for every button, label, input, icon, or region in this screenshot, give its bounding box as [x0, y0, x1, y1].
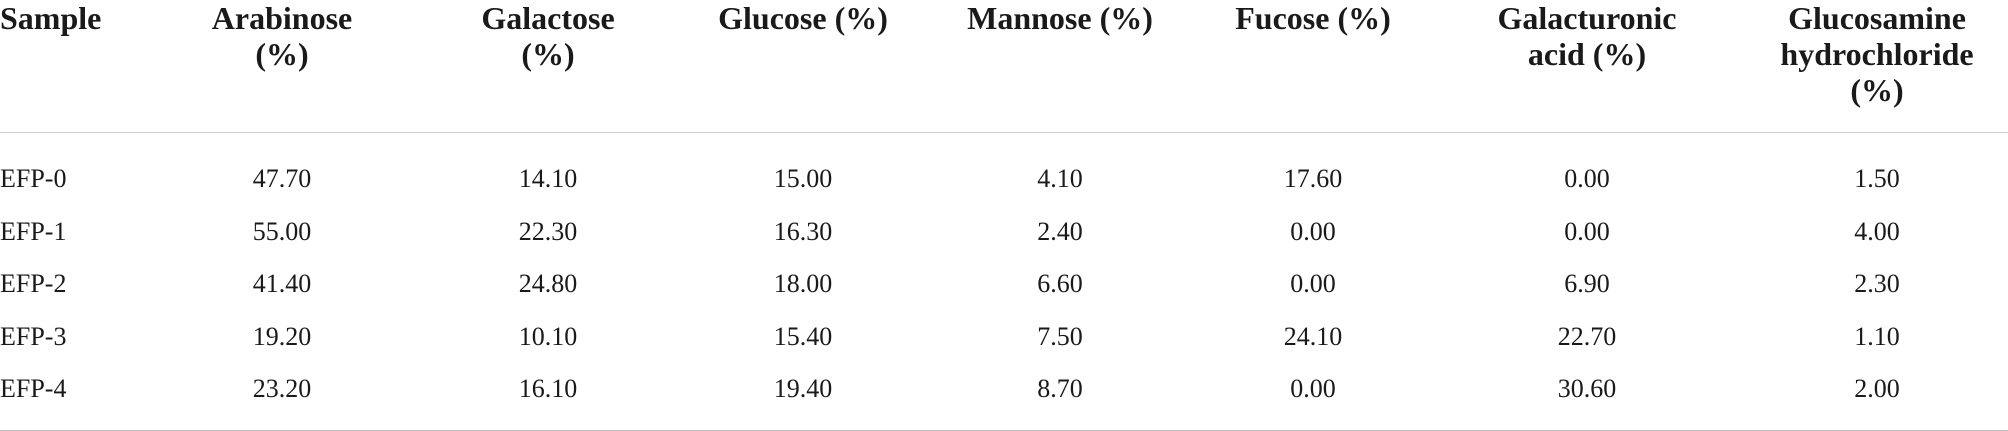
table-cell: 0.00: [1564, 216, 1610, 246]
table-cell: 22.70: [1557, 321, 1617, 351]
table-cell: 7.50: [1037, 321, 1083, 351]
table-cell: EFP-0: [0, 164, 67, 194]
header-cell: Mannose (%): [922, 0, 1198, 133]
table-cell: 1.50: [1854, 164, 1900, 194]
table-cell: 19.40: [684, 363, 922, 431]
header-cell: Fucose (%): [1198, 0, 1428, 133]
header-cell: Sample: [0, 0, 152, 133]
table-cell: 22.30: [518, 216, 578, 246]
table-cell: EFP-1: [0, 216, 67, 246]
table-cell: 24.10: [1283, 321, 1343, 351]
table-cell: 0.00: [1290, 216, 1336, 246]
table-cell: 0.00: [1290, 269, 1336, 299]
table-cell: 24.80: [518, 269, 578, 299]
table-cell: 0.00: [1564, 164, 1610, 194]
header-cell: Glucosamine hydrochloride (%): [1746, 0, 2008, 133]
table-cell: 4.00: [1854, 216, 1900, 246]
table-header: Sample Arabinose (%) Galactose (%) Glucose …: [0, 0, 2008, 133]
table-cell: EFP-3: [0, 321, 67, 351]
table-row: EFP-4 23.20 16.10 19.40 8.70 0.00 30.60 2.00: [0, 363, 2008, 431]
table-row: EFP-1 55.00 22.30 16.30 2.40 0.00 0.00 4.00: [0, 206, 2008, 259]
header-cell: Glucose (%): [684, 0, 922, 133]
table-cell: 47.70: [252, 164, 312, 194]
table-row: EFP-0 47.70 14.10 15.00 4.10 17.60 0.00 1.50: [0, 133, 2008, 206]
table-cell: 2.00: [1746, 363, 2008, 431]
table-cell: 55.00: [252, 216, 312, 246]
table-cell: 41.40: [252, 269, 312, 299]
table-cell: 17.60: [1283, 164, 1343, 194]
table-cell: 18.00: [773, 269, 833, 299]
header-text: Arabinose (%): [211, 0, 353, 72]
table-cell: 10.10: [518, 321, 578, 351]
table-cell: 2.40: [1037, 216, 1083, 246]
table-cell: 6.60: [1037, 269, 1083, 299]
table-cell: 23.20: [152, 363, 412, 431]
table-cell: 30.60: [1428, 363, 1746, 431]
header-text: Glucose (%): [718, 0, 888, 36]
table-cell: 14.10: [518, 164, 578, 194]
header-text: Fucose (%): [1235, 0, 1391, 36]
table-cell: 0.00: [1198, 363, 1428, 431]
header-row: Sample Arabinose (%) Galactose (%) Glucose …: [0, 0, 2008, 133]
table-cell: 4.10: [1037, 164, 1083, 194]
table-cell: 2.30: [1854, 269, 1900, 299]
header-cell: Arabinose (%): [152, 0, 412, 133]
table-cell: 1.10: [1854, 321, 1900, 351]
table-row: EFP-3 19.20 10.10 15.40 7.50 24.10 22.70 1.10: [0, 311, 2008, 364]
header-cell: Galacturonic acid (%): [1428, 0, 1746, 133]
table-cell: 16.30: [773, 216, 833, 246]
table-cell: EFP-2: [0, 269, 67, 299]
header-cell: Galactose (%): [412, 0, 684, 133]
table-cell: 15.00: [773, 164, 833, 194]
table-cell: 6.90: [1564, 269, 1610, 299]
table-cell: 19.20: [252, 321, 312, 351]
header-text: Mannose (%): [967, 0, 1153, 36]
table-body: EFP-0 47.70 14.10 15.00 4.10 17.60 0.00 1.50 EFP…: [0, 133, 2008, 431]
table-cell: 8.70: [922, 363, 1198, 431]
header-text: Glucosamine hydrochloride (%): [1780, 0, 1974, 108]
header-text: Sample: [0, 0, 102, 36]
header-text: Galacturonic acid (%): [1497, 0, 1677, 72]
table-cell: EFP-4: [0, 363, 152, 431]
header-text: Galactose (%): [481, 0, 615, 72]
table-row: EFP-2 41.40 24.80 18.00 6.60 0.00 6.90 2.30: [0, 258, 2008, 311]
table-cell: 15.40: [773, 321, 833, 351]
table-cell: 16.10: [412, 363, 684, 431]
